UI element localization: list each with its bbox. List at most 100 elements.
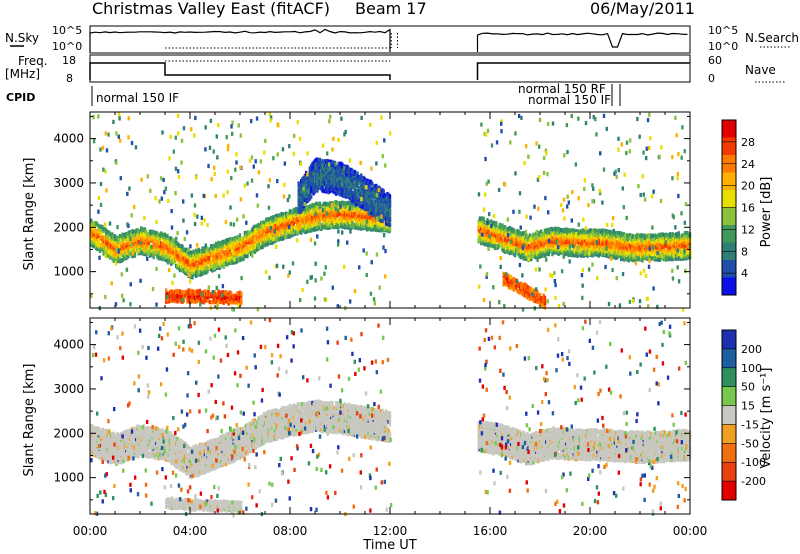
power-cell <box>650 243 653 248</box>
power-cell <box>386 224 389 230</box>
power-cell <box>485 224 488 229</box>
power-cell <box>370 227 373 232</box>
power-cell <box>567 250 570 255</box>
power-cell <box>347 215 350 220</box>
power-cell <box>655 245 658 250</box>
power-cell <box>295 219 298 225</box>
power-cell <box>545 240 548 245</box>
power-cell <box>672 233 675 238</box>
power-cell <box>577 240 580 245</box>
power-cell <box>186 252 189 257</box>
power-cell <box>515 236 518 241</box>
power-cell <box>193 264 197 269</box>
power-cell <box>387 226 390 231</box>
power-cell <box>670 247 673 253</box>
power-cell <box>106 243 109 248</box>
power-cell <box>258 227 262 233</box>
power-cell <box>351 195 354 200</box>
power-cell <box>251 245 254 250</box>
power-cell <box>601 241 604 246</box>
power-cell <box>518 244 522 249</box>
power-cell <box>300 216 303 221</box>
power-cell <box>302 183 305 188</box>
power-cell <box>153 237 157 242</box>
power-cell <box>642 234 645 239</box>
power-cell <box>522 249 525 254</box>
power-cell <box>223 261 227 266</box>
power-cell <box>611 255 614 260</box>
power-cell <box>332 171 335 176</box>
power-cell <box>662 232 665 238</box>
power-cell <box>200 260 203 265</box>
power-cell <box>542 251 545 256</box>
power-cell <box>641 248 644 253</box>
power-cell <box>263 235 267 240</box>
power-cell <box>348 212 352 218</box>
power-cell <box>257 238 260 243</box>
power-cell <box>352 223 355 228</box>
power-cell <box>138 235 142 241</box>
power-cell <box>185 259 188 264</box>
power-cell <box>165 234 168 239</box>
power-cell <box>360 176 363 181</box>
power-cell <box>372 206 375 211</box>
power-cell <box>477 234 480 239</box>
power-cell <box>178 260 182 266</box>
power-cell <box>170 259 173 264</box>
power-cell <box>312 171 315 176</box>
power-cell <box>123 249 127 254</box>
power-cell <box>153 247 157 252</box>
power-cell <box>175 296 178 302</box>
power-cell <box>263 243 267 248</box>
power-cell <box>316 201 319 206</box>
power-cell <box>205 255 208 261</box>
power-cell <box>513 244 517 249</box>
power-cell <box>166 247 169 253</box>
power-cell <box>182 247 185 253</box>
power-cell <box>508 245 512 250</box>
power-cell <box>306 176 309 181</box>
power-cell <box>582 234 585 240</box>
power-cell <box>345 214 348 219</box>
power-cell <box>323 205 327 210</box>
power-cell <box>198 256 202 261</box>
power-cell <box>157 253 160 258</box>
power-cell <box>207 266 210 271</box>
power-cell <box>340 216 343 221</box>
power-cell <box>355 207 358 212</box>
power-cell <box>340 161 343 166</box>
power-cell <box>108 237 112 242</box>
power-cell <box>357 187 360 193</box>
power-cell <box>191 275 194 280</box>
power-cell <box>498 235 502 240</box>
power-cell <box>155 233 158 238</box>
power-cell <box>632 243 635 249</box>
power-cell <box>660 245 663 250</box>
power-cell <box>351 224 354 230</box>
power-cell <box>345 187 348 192</box>
power-cell <box>516 229 519 234</box>
power-cell <box>350 219 353 225</box>
power-cell <box>317 209 320 214</box>
power-cell <box>370 201 373 206</box>
power-cell <box>592 237 595 242</box>
power-cell <box>633 257 637 262</box>
power-cell <box>610 243 613 248</box>
power-cell <box>608 229 612 235</box>
power-cell <box>548 244 552 249</box>
power-cell <box>195 248 198 253</box>
power-cell <box>347 225 350 230</box>
power-cell <box>230 251 233 256</box>
power-cell <box>242 239 245 245</box>
power-cell <box>568 236 572 241</box>
power-cell <box>370 180 373 185</box>
power-cell <box>128 242 132 247</box>
power-cell <box>667 252 670 257</box>
power-cell <box>226 253 229 258</box>
power-cell <box>356 171 359 176</box>
power-cell <box>233 244 237 249</box>
power-cell <box>562 228 565 233</box>
nsky-series <box>89 28 688 52</box>
power-cell <box>335 216 338 221</box>
power-cell <box>566 242 569 247</box>
